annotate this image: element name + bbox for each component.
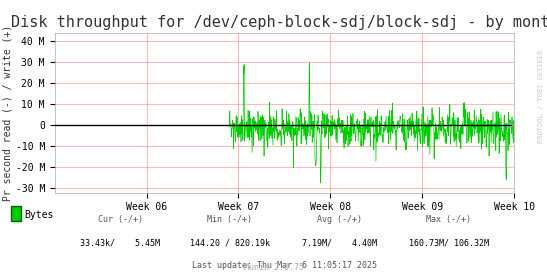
Text: Munin 2.0.75: Munin 2.0.75 (243, 263, 304, 272)
Text: 7.19M/    4.40M: 7.19M/ 4.40M (301, 238, 377, 247)
Title: Disk throughput for /dev/ceph-block-sdj/block-sdj - by month: Disk throughput for /dev/ceph-block-sdj/… (11, 15, 547, 31)
Text: 33.43k/    5.45M: 33.43k/ 5.45M (80, 238, 160, 247)
Text: Last update: Thu Mar  6 11:05:17 2025: Last update: Thu Mar 6 11:05:17 2025 (192, 261, 377, 270)
Text: RRDTOOL / TOBI OETIKER: RRDTOOL / TOBI OETIKER (538, 50, 544, 143)
Text: Bytes: Bytes (25, 210, 54, 220)
Text: 160.73M/ 106.32M: 160.73M/ 106.32M (409, 238, 488, 247)
Bar (11, 206, 21, 221)
Text: Min (-/+): Min (-/+) (207, 215, 252, 224)
Text: 144.20 / 820.19k: 144.20 / 820.19k (190, 238, 270, 247)
Text: Avg (-/+): Avg (-/+) (317, 215, 362, 224)
Text: Max (-/+): Max (-/+) (426, 215, 471, 224)
Text: Cur (-/+): Cur (-/+) (98, 215, 143, 224)
Y-axis label: Pr second read (-) / write (+): Pr second read (-) / write (+) (3, 25, 13, 201)
